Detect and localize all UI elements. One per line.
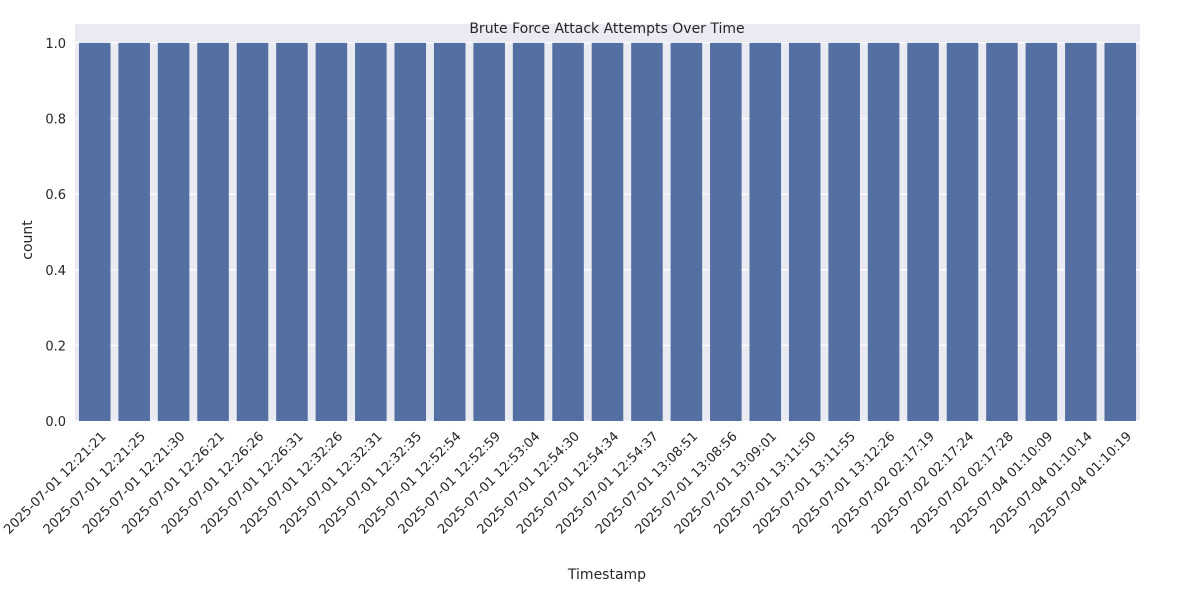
bar <box>276 42 308 422</box>
bar <box>552 42 584 422</box>
bar <box>788 42 821 422</box>
bar <box>828 42 860 422</box>
y-tick-label: 0.8 <box>45 113 66 128</box>
y-tick-label: 0.0 <box>45 415 66 430</box>
bar <box>315 42 348 422</box>
x-axis-label: Timestamp <box>567 567 646 583</box>
bar <box>1104 42 1137 422</box>
bar <box>670 42 703 422</box>
bar <box>631 42 663 422</box>
bar <box>197 42 229 422</box>
bar <box>867 42 900 422</box>
bar <box>355 42 387 422</box>
bar <box>473 42 505 422</box>
bars <box>78 42 1137 422</box>
bar <box>433 42 466 422</box>
bar <box>1025 42 1058 422</box>
chart-title: Brute Force Attack Attempts Over Time <box>469 21 744 37</box>
bar <box>512 42 545 422</box>
bar <box>946 42 979 422</box>
bar <box>78 42 111 422</box>
y-tick-label: 0.2 <box>45 339 66 354</box>
y-axis-label: count <box>20 220 36 260</box>
y-tick-label: 1.0 <box>45 37 66 52</box>
bar <box>710 42 742 422</box>
bar <box>236 42 269 422</box>
bar <box>118 42 150 422</box>
bar <box>591 42 624 422</box>
y-tick-label: 0.6 <box>45 188 66 203</box>
y-tick-label: 0.4 <box>45 264 66 279</box>
y-axis-ticks: 0.0 0.2 0.4 0.6 0.8 1.0 <box>45 37 66 430</box>
bar <box>394 42 427 422</box>
bar <box>157 42 190 422</box>
bar <box>1065 42 1097 422</box>
bar <box>986 42 1018 422</box>
bar <box>749 42 782 422</box>
bar <box>907 42 939 422</box>
